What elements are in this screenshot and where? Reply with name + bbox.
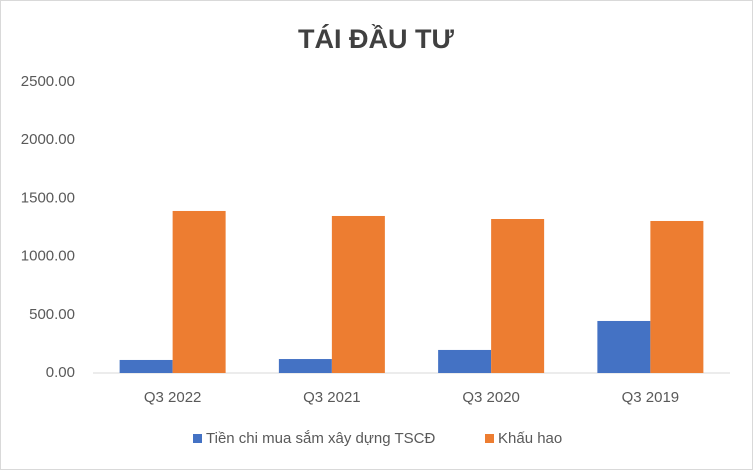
x-tick-label: Q3 2020 xyxy=(462,389,520,406)
bar xyxy=(278,359,332,373)
y-tick-label: 500.00 xyxy=(29,306,75,323)
x-tick-label: Q3 2021 xyxy=(303,389,361,406)
y-tick-label: 2000.00 xyxy=(21,131,75,148)
bar xyxy=(491,219,545,373)
chart-title: TÁI ĐẦU TƯ xyxy=(298,23,454,54)
legend-label: Khấu hao xyxy=(498,430,562,447)
x-tick-label: Q3 2022 xyxy=(144,389,202,406)
bar xyxy=(650,220,704,373)
legend-swatch xyxy=(193,434,202,443)
bar xyxy=(172,210,226,373)
x-tick-label: Q3 2019 xyxy=(622,389,680,406)
y-tick-label: 0.00 xyxy=(46,364,75,381)
legend-swatch xyxy=(485,434,494,443)
bar xyxy=(438,349,492,373)
legend-label: Tiền chi mua sắm xây dựng TSCĐ xyxy=(206,430,435,447)
y-tick-label: 2500.00 xyxy=(21,73,75,90)
bar xyxy=(597,320,651,373)
y-tick-label: 1000.00 xyxy=(21,248,75,265)
y-tick-label: 1500.00 xyxy=(21,189,75,206)
bar xyxy=(331,215,385,373)
bar xyxy=(119,359,173,373)
